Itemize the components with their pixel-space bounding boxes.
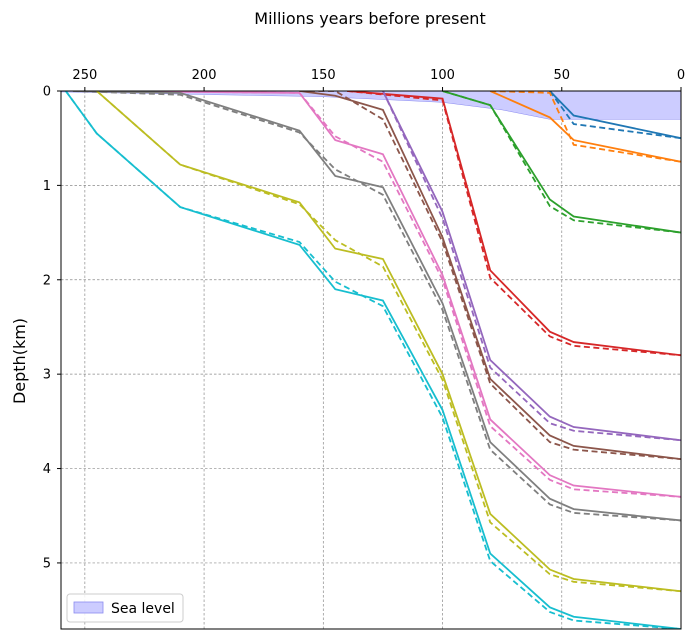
legend-box (66, 593, 184, 623)
series-8-dashed-line (72, 91, 681, 522)
x-tick-label-2: 150 (311, 68, 336, 83)
series-8-solid-line (72, 91, 681, 522)
x-tick-label-3: 100 (430, 68, 455, 83)
series-3-solid-line (442, 91, 681, 234)
x-tick-label-5: 0 (677, 68, 685, 83)
series-9-solid-line (96, 91, 681, 593)
legend-label-sea-level: Sea level (111, 601, 175, 617)
series-4-dashed-line (347, 91, 681, 357)
plot-frame (60, 90, 682, 630)
y-axis-label: Depth(km) (10, 318, 29, 404)
series-7-dashed-line (108, 91, 681, 498)
y-tick-label-1: 1 (43, 179, 51, 194)
chart-title: Millions years before present (254, 9, 485, 28)
series-5-solid-line (382, 91, 681, 442)
series-10-dashed-line (65, 91, 681, 629)
y-tick-label-5: 5 (43, 556, 51, 571)
series-2-dashed-line (490, 91, 681, 163)
series-4-solid-line (347, 91, 681, 357)
plot-area: 250 200 150 100 50 0 0 1 2 3 4 5 Sea level (43, 68, 685, 630)
y-tick-label-3: 3 (43, 368, 51, 383)
series-1-solid-line (549, 91, 681, 140)
series-2-solid-line (489, 91, 681, 163)
x-tick-label-1: 200 (192, 68, 217, 83)
series-5-dashed-line (382, 91, 681, 442)
series-6-solid-line (299, 91, 681, 460)
sea-level-band (61, 91, 681, 120)
series-1-dashed-line (549, 91, 681, 140)
series-10-solid-line (65, 91, 681, 629)
x-tick-label-4: 50 (553, 68, 570, 83)
y-tick-label-4: 4 (43, 462, 51, 477)
x-tick-label-0: 250 (72, 68, 97, 83)
series-7-solid-line (108, 91, 681, 498)
y-tick-label-2: 2 (43, 273, 51, 288)
y-tick-label-0: 0 (43, 85, 51, 100)
legend-swatch-sea-level (73, 601, 104, 614)
